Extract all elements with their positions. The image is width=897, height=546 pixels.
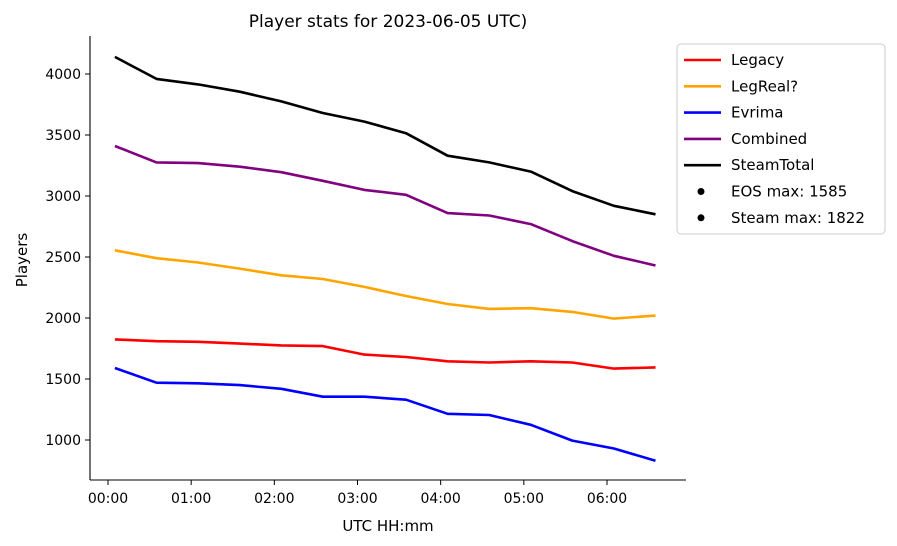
y-tick-label: 3500 bbox=[45, 128, 81, 144]
x-tick-label: 05:00 bbox=[504, 491, 544, 507]
plot-area bbox=[114, 55, 656, 462]
x-tick-label: 02:00 bbox=[254, 491, 294, 507]
x-tick-label: 00:00 bbox=[88, 491, 128, 507]
series-line-evrima bbox=[114, 366, 656, 462]
legend-label: Steam max: 1822 bbox=[731, 209, 865, 227]
y-tick-label: 4000 bbox=[45, 67, 81, 83]
x-tick-label: 03:00 bbox=[337, 491, 377, 507]
y-tick-label: 3000 bbox=[45, 189, 81, 205]
x-tick-label: 06:00 bbox=[587, 491, 627, 507]
legend-box bbox=[676, 43, 886, 235]
y-tick-label: 2500 bbox=[45, 250, 81, 266]
axes: 1000 1500 2000 2500 3000 3500 4000 00:00 01:00 02… bbox=[45, 36, 686, 507]
legend-label: Legacy bbox=[731, 51, 784, 69]
x-axis-label: UTC HH:mm bbox=[342, 517, 433, 535]
legend-dot bbox=[697, 214, 705, 222]
y-axis-label: Players bbox=[13, 233, 31, 288]
y-tick-label: 1000 bbox=[45, 433, 81, 449]
chart-title: Player stats for 2023-06-05 UTC) bbox=[249, 12, 527, 32]
x-tick-label: 04:00 bbox=[420, 491, 460, 507]
y-tick-label: 1500 bbox=[45, 372, 81, 388]
legend-label: Combined bbox=[731, 130, 807, 148]
series-line-legacy bbox=[114, 338, 656, 370]
legend-label: Evrima bbox=[731, 104, 784, 122]
legend-label: SteamTotal bbox=[731, 156, 814, 174]
legend-label: LegReal? bbox=[731, 77, 798, 95]
series-line-legreal bbox=[114, 249, 656, 320]
legend-label: EOS max: 1585 bbox=[731, 183, 847, 201]
series-line-combined bbox=[114, 144, 656, 267]
y-tick-label: 2000 bbox=[45, 311, 81, 327]
x-tick-label: 01:00 bbox=[171, 491, 211, 507]
legend: Legacy LegReal? Evrima Combined SteamTotal EO… bbox=[676, 43, 886, 235]
series-line-steamtotal bbox=[114, 55, 656, 216]
legend-dot bbox=[697, 188, 705, 195]
